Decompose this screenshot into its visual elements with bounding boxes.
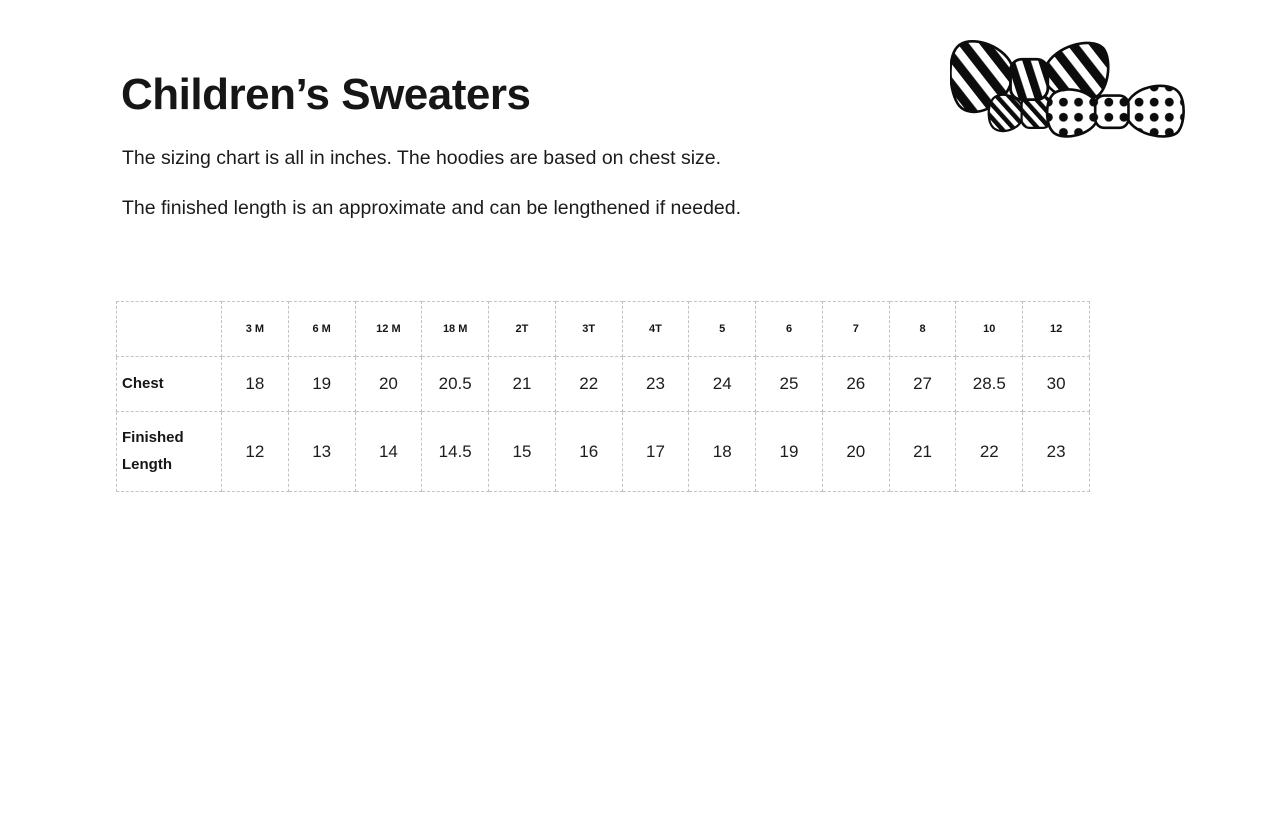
subtitle-length-note: The finished length is an approximate an…	[122, 197, 742, 219]
size-column-header: 7	[821, 301, 890, 357]
value-cell: 23	[1022, 411, 1090, 492]
size-column-header: 3 M	[221, 301, 289, 357]
value-cell: 22	[554, 356, 623, 412]
value-cell: 20	[821, 411, 890, 492]
size-column-header: 12	[1022, 301, 1090, 357]
value-cell: 28.5	[955, 356, 1024, 412]
value-cell: 12	[221, 411, 289, 492]
value-cell: 19	[287, 356, 356, 412]
size-column-header: 6 M	[287, 301, 356, 357]
size-column-header: 8	[888, 301, 957, 357]
table-row: Finished Length 12 13 14 14.5 15 16 17 18 19 20 21 2…	[116, 411, 1090, 492]
size-column-header: 2T	[488, 301, 556, 357]
value-cell: 21	[888, 411, 957, 492]
value-cell: 14	[354, 411, 423, 492]
size-column-header: 18 M	[421, 301, 490, 357]
size-column-header: 3T	[554, 301, 623, 357]
size-column-header: 10	[955, 301, 1024, 357]
striped-bow-tie-knot	[1009, 57, 1050, 102]
value-cell: 18	[688, 411, 757, 492]
table-body: Chest 18 19 20 20.5 21 22 23 24 25 26 27 28.5 30 Finis…	[116, 356, 1090, 492]
value-cell: 20.5	[421, 356, 490, 412]
page-title: Children’s Sweaters	[121, 70, 531, 119]
value-cell: 27	[888, 356, 957, 412]
value-cell: 15	[488, 411, 556, 492]
bow-ties-logo-icon	[950, 39, 1185, 138]
value-cell: 18	[221, 356, 289, 412]
polka-dot-bow-tie	[1045, 84, 1185, 138]
value-cell: 20	[354, 356, 423, 412]
value-cell: 26	[821, 356, 890, 412]
value-cell: 14.5	[421, 411, 490, 492]
row-label: Finished Length	[116, 411, 222, 492]
size-column-header: 4T	[621, 301, 690, 357]
row-label: Chest	[116, 356, 222, 412]
corner-cell	[116, 301, 222, 357]
value-cell: 19	[755, 411, 823, 492]
value-cell: 21	[488, 356, 556, 412]
value-cell: 16	[554, 411, 623, 492]
subtitle-sizing-note: The sizing chart is all in inches. The h…	[122, 147, 722, 169]
size-column-header: 6	[755, 301, 823, 357]
table-row: Chest 18 19 20 20.5 21 22 23 24 25 26 27 28.5 30	[116, 356, 1090, 412]
size-column-header: 5	[688, 301, 757, 357]
value-cell: 17	[621, 411, 690, 492]
size-column-header: 12 M	[354, 301, 423, 357]
value-cell: 23	[621, 356, 690, 412]
value-cell: 25	[755, 356, 823, 412]
value-cell: 13	[287, 411, 356, 492]
value-cell: 30	[1022, 356, 1090, 412]
value-cell: 24	[688, 356, 757, 412]
value-cell: 22	[955, 411, 1024, 492]
